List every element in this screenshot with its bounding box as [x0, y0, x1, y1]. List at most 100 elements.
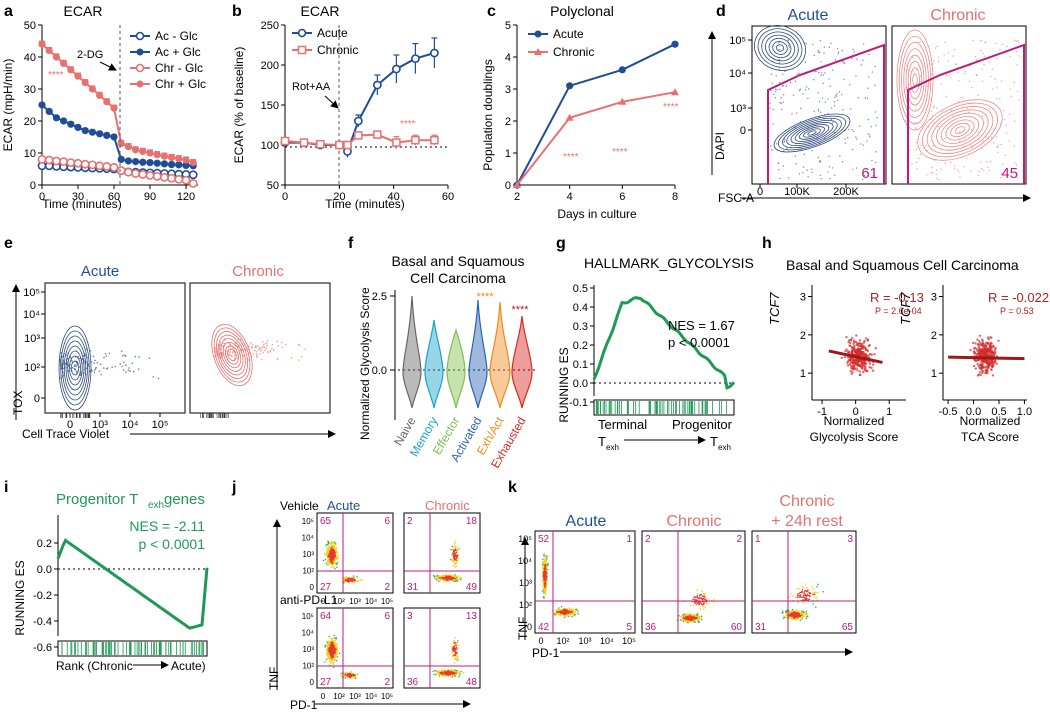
panel-d-chronic-dot — [968, 80, 971, 83]
panel-d-chronic-dot — [983, 64, 985, 66]
panel-d-acute-dot — [817, 51, 820, 53]
panel-h-right-point — [988, 349, 991, 352]
panel-k-acute-ytick-label: 0 — [527, 622, 532, 632]
panel-d-acute-dot — [806, 169, 808, 171]
panel-h-left-point — [853, 350, 856, 353]
panel-b-chronic-point — [316, 139, 325, 149]
panel-e-acute-dot — [129, 370, 131, 372]
panel-j-pdl1-acute-event — [338, 652, 341, 655]
panel-h-right-xtick-label: 0.0 — [966, 406, 981, 418]
panel-b-ytick-label: 50 — [267, 180, 279, 192]
panel-j-vehicle-acute-event — [334, 548, 336, 550]
panel-k-chronic-event — [697, 616, 700, 619]
panel-e-chronic-dot — [262, 343, 265, 346]
panel-h-left-point — [848, 341, 852, 345]
panel-d-chronic-dot — [949, 161, 952, 164]
panel-d-acute-dot — [780, 97, 782, 99]
panel-j-pdl1-acute-event — [335, 646, 337, 649]
panel-a-2dg-label: 2-DG — [77, 49, 103, 61]
panel-j-pdl1-acute-event — [354, 673, 357, 676]
panel-j-vehicle-acute-q-ur: 6 — [384, 516, 390, 527]
panel-j-pdl1-chronic-event — [455, 651, 458, 653]
panel-a-ac-glc-point — [132, 158, 140, 166]
panel-d-acute-dot — [862, 59, 864, 62]
panel-j-vehicle-acute-event — [345, 577, 348, 580]
panel-j-pdl1-chronic-event — [439, 671, 442, 674]
panel-j-vehicle-acute-event — [357, 579, 360, 582]
panel-k-acute-event — [542, 571, 545, 573]
panel-j-pdl1-acute-q-ur: 6 — [384, 611, 390, 622]
panel-d-ytick-label: 0 — [740, 125, 746, 137]
panel-h-left-xtick-label: 1 — [886, 406, 892, 418]
panel-j-vehicle-chronic-event — [435, 579, 438, 581]
panel-e-chronic-dot — [218, 349, 221, 351]
panel-h-right-point — [992, 351, 995, 355]
panel-h-left-xlabel-2: Glycolysis Score — [810, 430, 899, 444]
panel-h-left-fit — [828, 349, 883, 364]
panel-a-title: ECAR — [64, 3, 103, 19]
panel-k-acute-event — [566, 608, 568, 610]
panel-d-acute-dot — [770, 73, 773, 76]
panel-d-chronic-dot — [942, 110, 944, 113]
panel-j-pdl1-acute-q-ul: 64 — [320, 611, 332, 622]
panel-h-right-point — [978, 363, 982, 367]
panel-k-acute-event — [562, 609, 565, 612]
panel-h-right-point — [994, 350, 997, 353]
panel-d-chronic-dot — [1018, 99, 1020, 101]
panel-d-chronic-dot — [977, 174, 979, 177]
panel-j-vehicle-acute-event — [330, 540, 333, 543]
panel-j-pdl1-acute-event — [334, 648, 336, 650]
panel-j-pdl1-acute-event — [333, 658, 336, 661]
panel-a-legend-2-label: Chr - Glc — [155, 61, 203, 75]
panel-d-acute-dot — [871, 71, 874, 73]
panel-k-chronic-event — [713, 598, 715, 601]
panel-b-series — [280, 37, 439, 158]
panel-e-chronic-dot — [215, 351, 217, 353]
panel-d-acute-dot — [784, 70, 786, 73]
panel-e-title-chronic: Chronic — [232, 263, 284, 280]
panel-d-chronic-dot — [977, 130, 979, 133]
panel-d-acute-contour-live — [790, 122, 834, 144]
panel-j-pdl1-acute-event — [332, 663, 335, 665]
panel-h-left-point — [860, 362, 864, 366]
panel-j-vehicle-chronic-event — [459, 578, 462, 581]
panel-c-xtick-label: 6 — [619, 191, 625, 203]
panel-j-vehicle-acute-event — [336, 561, 339, 564]
panel-d-chronic-dot — [959, 140, 961, 143]
panel-h-right-point — [987, 366, 990, 369]
panel-d-chronic-dot — [936, 45, 938, 48]
panel-h-left-point — [864, 367, 867, 370]
panel-j-vehicle-acute-event — [331, 550, 333, 552]
panel-d-acute-dot — [778, 68, 781, 71]
panel-h-left-point — [853, 359, 856, 362]
panel-h-left-point — [870, 366, 873, 370]
panel-i-title: Progenitor T — [56, 491, 138, 508]
panel-k-acute-event — [545, 569, 548, 572]
panel-d-acute-dot — [830, 42, 832, 45]
panel-d-chronic-dot — [992, 88, 994, 90]
panel-a-chr-glc-point — [139, 147, 147, 155]
panel-j-vehicle-chronic-event — [442, 575, 444, 578]
panel-e-chronic-dot — [254, 345, 257, 347]
panel-d-acute-dot — [785, 85, 787, 87]
panel-j-pdl1-chronic-event — [457, 659, 459, 661]
panel-e-chronic-contour — [211, 323, 253, 387]
panel-k-acute-q-ll: 42 — [538, 622, 550, 633]
panel-c-chronic-point — [618, 97, 627, 105]
panel-e-acute-dot — [75, 372, 78, 374]
panel-d-acute-dot — [813, 79, 815, 81]
panel-a-xtick-label: 0 — [39, 191, 45, 203]
panel-d-acute-dot — [870, 125, 872, 128]
panel-d-chronic-dot — [980, 167, 983, 170]
panel-j-vehicle-chronic-event — [457, 575, 459, 577]
panel-c-ytick-label: 5 — [505, 20, 511, 32]
panel-j-pdl1-acute-event — [332, 653, 335, 655]
panel-d-acute-dot — [822, 82, 824, 84]
panel-g-ytick-label: -0.1 — [569, 397, 588, 409]
panel-j-pdl1-chronic-event — [455, 644, 457, 646]
panel-j-pdl1-chronic-event — [451, 650, 453, 653]
panel-j-pdl1-acute-xtick-label: 10² — [333, 692, 345, 701]
panel-j-pdl1-chronic-event — [458, 674, 461, 676]
panel-h-right-fit — [948, 355, 1025, 361]
